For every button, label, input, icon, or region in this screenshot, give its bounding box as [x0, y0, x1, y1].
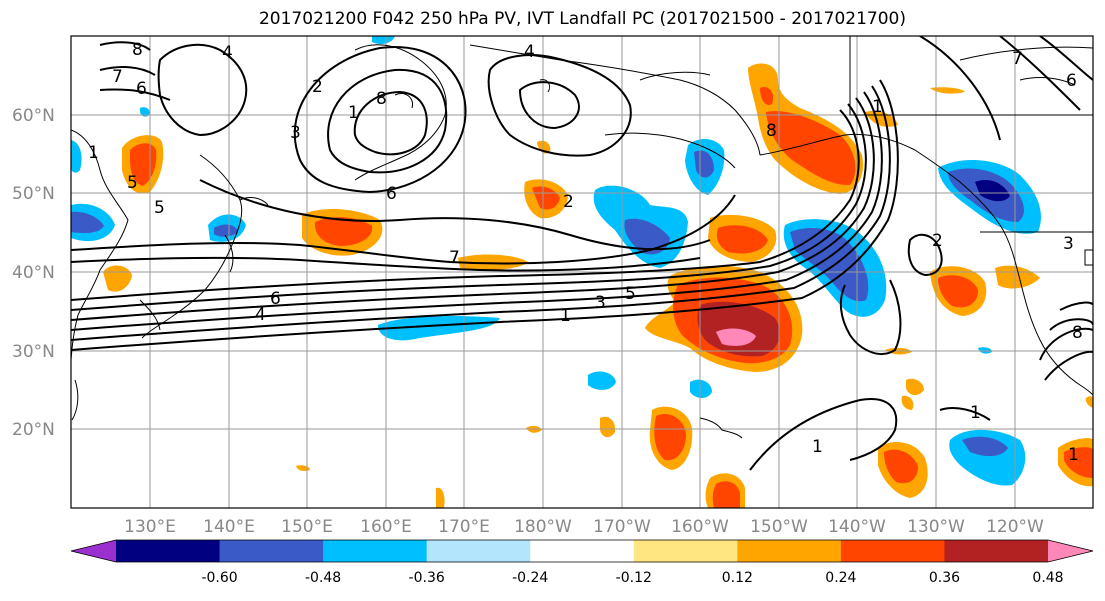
contour-label: 1 [812, 437, 823, 457]
colorbar-segment [840, 540, 945, 562]
contour-label: 7 [112, 67, 123, 87]
contour-labels: 8 4 7 6 2 3 1 8 4 6 1 2 4 1 5 6 5 7 6 4 … [88, 40, 1083, 465]
lat-label-30: 30°N [12, 342, 55, 362]
contour-label: 5 [625, 284, 636, 304]
lon-label: 170°E [438, 517, 490, 537]
colorbar-extend-low [71, 540, 116, 562]
lon-label: 160°W [671, 517, 729, 537]
lon-label: 170°W [593, 517, 651, 537]
colorbar-segment [530, 540, 635, 562]
colorbar-tick-label: -0.36 [409, 570, 445, 586]
contour-label: 1 [970, 403, 981, 423]
contour-label: 4 [255, 305, 266, 325]
contour-label: 8 [376, 89, 387, 109]
colorbar-segment [633, 540, 738, 562]
contour-label: 3 [595, 293, 606, 313]
lon-label: 180°W [514, 517, 572, 537]
colorbar-segment [323, 540, 428, 562]
contour-label: 2 [932, 231, 943, 251]
contour-label: 3 [1063, 234, 1074, 254]
lat-label-50: 50°N [12, 184, 55, 204]
colorbar-segment [116, 540, 221, 562]
contour-label: 4 [524, 42, 535, 62]
pv-contours [71, 36, 1093, 471]
contour-label: 4 [222, 43, 233, 63]
colorbar-tick-label: 0.36 [929, 570, 960, 586]
lon-label: 130°E [124, 517, 176, 537]
contour-label: 6 [386, 184, 397, 204]
contour-label: 6 [270, 289, 281, 309]
colorbar-segment [219, 540, 324, 562]
contour-label: 1 [1068, 445, 1079, 465]
colorbar-segment [737, 540, 842, 562]
lon-label: 130°W [907, 517, 965, 537]
lon-label: 150°W [750, 517, 808, 537]
negative-anomaly-regions [71, 36, 1041, 486]
colorbar-tick-label: -0.24 [512, 570, 548, 586]
colorbar-tick-label: -0.60 [201, 570, 237, 586]
colorbar-tick-label: -0.12 [616, 570, 652, 586]
colorbar-tick-label: 0.48 [1032, 570, 1063, 586]
contour-label: 5 [154, 198, 165, 218]
colorbar-outline [70, 539, 1094, 563]
colorbar-extend-high [1048, 540, 1093, 562]
colorbar-tick-label: 0.24 [825, 570, 856, 586]
lon-label: 120°W [986, 517, 1044, 537]
contour-label: 1 [872, 97, 883, 117]
map-title: 2017021200 F042 250 hPa PV, IVT Landfall… [258, 9, 906, 29]
colorbar-segment [944, 540, 1049, 562]
contour-label: 8 [132, 40, 143, 60]
contour-label: 7 [1012, 49, 1023, 69]
colorbar-tick-label: 0.12 [722, 570, 753, 586]
lon-label: 140°E [203, 517, 255, 537]
colorbar-tick-label: -0.48 [305, 570, 341, 586]
contour-label: 3 [290, 123, 301, 143]
contour-label: 2 [563, 192, 574, 212]
lon-label: 160°E [360, 517, 412, 537]
contour-label: 6 [1066, 71, 1077, 91]
map-frame [70, 35, 1094, 509]
contour-label: 1 [560, 306, 571, 326]
longitude-labels: 130°E 140°E 150°E 160°E 170°E 180°W 170°… [124, 517, 1044, 537]
lon-label: 150°E [281, 517, 333, 537]
latitude-labels: 60°N 50°N 40°N 30°N 20°N [12, 106, 55, 440]
contour-label: 6 [136, 79, 147, 99]
lat-label-40: 40°N [12, 263, 55, 283]
contour-label: 1 [348, 103, 359, 123]
gridlines [71, 36, 1093, 508]
contour-label: 5 [127, 173, 138, 193]
contour-label: 8 [1072, 323, 1083, 343]
colorbar-segment [426, 540, 531, 562]
contour-label: 7 [449, 248, 460, 268]
contour-label: 2 [312, 77, 323, 97]
lat-label-60: 60°N [12, 106, 55, 126]
lat-label-20: 20°N [12, 420, 55, 440]
lon-label: 140°W [828, 517, 886, 537]
contour-label: 1 [88, 143, 99, 163]
colorbar: -0.60 -0.48 -0.36 -0.24 -0.12 0.12 0.24 0.36 0.4… [70, 539, 1094, 586]
contour-label: 8 [766, 121, 777, 141]
positive-anomaly-regions [103, 63, 1093, 508]
